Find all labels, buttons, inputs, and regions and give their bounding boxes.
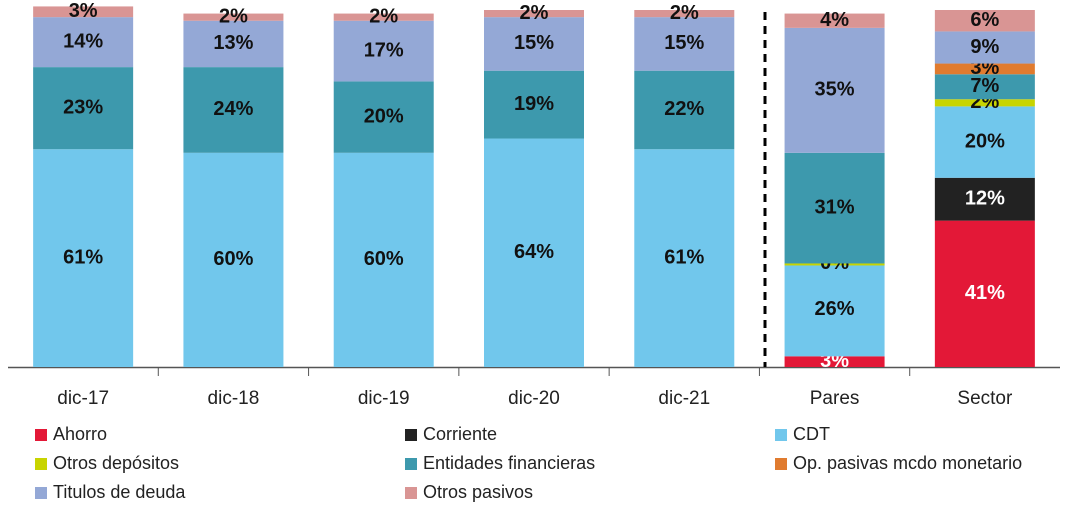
legend-swatch bbox=[35, 429, 47, 441]
x-tick-label: dic-19 bbox=[358, 388, 410, 409]
bar-segment bbox=[484, 70, 584, 139]
x-tick-label: dic-20 bbox=[508, 388, 560, 409]
bar-segment bbox=[934, 177, 1035, 221]
legend-swatch bbox=[35, 487, 47, 499]
data-label: 24% bbox=[213, 98, 253, 120]
data-label: 6% bbox=[970, 9, 999, 31]
data-label: 2% bbox=[670, 2, 699, 24]
bar-segment bbox=[333, 81, 434, 153]
data-label: 60% bbox=[213, 248, 253, 270]
bar-segment bbox=[634, 17, 735, 71]
bar-segment bbox=[484, 138, 584, 367]
legend-swatch bbox=[405, 458, 417, 470]
legend-swatch bbox=[775, 458, 787, 470]
bar-segment bbox=[333, 13, 434, 21]
bar-segment bbox=[484, 17, 584, 71]
legend-label: Otros pasivos bbox=[423, 482, 533, 502]
x-tick-label: dic-18 bbox=[208, 388, 260, 409]
legend-label: Titulos de deuda bbox=[53, 482, 186, 502]
legend-swatch bbox=[35, 458, 47, 470]
bar-segment bbox=[784, 152, 885, 264]
legend-swatch bbox=[775, 429, 787, 441]
data-label: 61% bbox=[63, 246, 103, 268]
bar-segment bbox=[634, 10, 735, 18]
bar-segment bbox=[634, 149, 735, 367]
bar-segment bbox=[934, 99, 1035, 107]
bar-segment bbox=[784, 13, 885, 28]
data-label: 3% bbox=[69, 0, 98, 22]
bar-segment bbox=[33, 6, 134, 18]
bar-segment bbox=[333, 20, 434, 82]
bar-segment bbox=[784, 263, 885, 357]
bar-segment bbox=[33, 17, 134, 68]
bar-segment bbox=[33, 67, 134, 150]
legend-swatch bbox=[405, 487, 417, 499]
bar-segment bbox=[183, 152, 284, 367]
bar-segment bbox=[333, 152, 434, 367]
bar-segment bbox=[934, 10, 1035, 32]
data-label: 14% bbox=[63, 30, 103, 52]
data-label: 15% bbox=[514, 32, 554, 54]
data-label: 20% bbox=[364, 105, 404, 127]
x-tick-label: Sector bbox=[957, 388, 1013, 409]
data-label: 60% bbox=[364, 248, 404, 270]
bar-segment bbox=[784, 356, 885, 367]
data-label: 64% bbox=[514, 241, 554, 263]
legend-label: CDT bbox=[793, 424, 830, 444]
data-label: 26% bbox=[815, 298, 855, 320]
bar-segment bbox=[183, 13, 284, 21]
bar-segment bbox=[183, 67, 284, 153]
bar-segment bbox=[934, 220, 1035, 367]
bar-segment bbox=[934, 106, 1035, 178]
data-label: 2% bbox=[219, 5, 248, 27]
data-label: 12% bbox=[965, 187, 1005, 209]
legend-label: Otros depósitos bbox=[53, 453, 179, 473]
legend-swatch bbox=[405, 429, 417, 441]
data-label: 2% bbox=[520, 2, 549, 24]
legend-label: Op. pasivas mcdo monetario bbox=[793, 453, 1022, 473]
data-label: 9% bbox=[970, 36, 999, 58]
bar-segment bbox=[183, 20, 284, 68]
legend-label: Entidades financieras bbox=[423, 453, 595, 473]
legend-label: Ahorro bbox=[53, 424, 107, 444]
data-label: 19% bbox=[514, 93, 554, 115]
bar-segment bbox=[934, 74, 1035, 100]
bar-segment bbox=[784, 27, 885, 153]
x-tick-label: Pares bbox=[810, 388, 860, 409]
bar-segment bbox=[33, 149, 134, 367]
bar-segment bbox=[934, 63, 1035, 75]
bar-segment bbox=[484, 10, 584, 18]
data-label: 15% bbox=[664, 32, 704, 54]
data-label: 20% bbox=[965, 130, 1005, 152]
data-label: 4% bbox=[820, 9, 849, 31]
bar-segment bbox=[784, 263, 885, 266]
data-label: 41% bbox=[965, 282, 1005, 304]
data-label: 13% bbox=[213, 32, 253, 54]
bar-segment bbox=[934, 31, 1035, 64]
bar-segment bbox=[634, 70, 735, 150]
legend-label: Corriente bbox=[423, 424, 497, 444]
data-label: 61% bbox=[664, 246, 704, 268]
x-tick-label: dic-21 bbox=[658, 388, 710, 409]
data-label: 7% bbox=[970, 75, 999, 97]
data-label: 2% bbox=[369, 5, 398, 27]
data-label: 22% bbox=[664, 98, 704, 120]
data-label: 23% bbox=[63, 96, 103, 118]
x-tick-label: dic-17 bbox=[57, 388, 109, 409]
data-label: 35% bbox=[815, 79, 855, 101]
data-label: 17% bbox=[364, 39, 404, 61]
data-label: 31% bbox=[815, 196, 855, 218]
